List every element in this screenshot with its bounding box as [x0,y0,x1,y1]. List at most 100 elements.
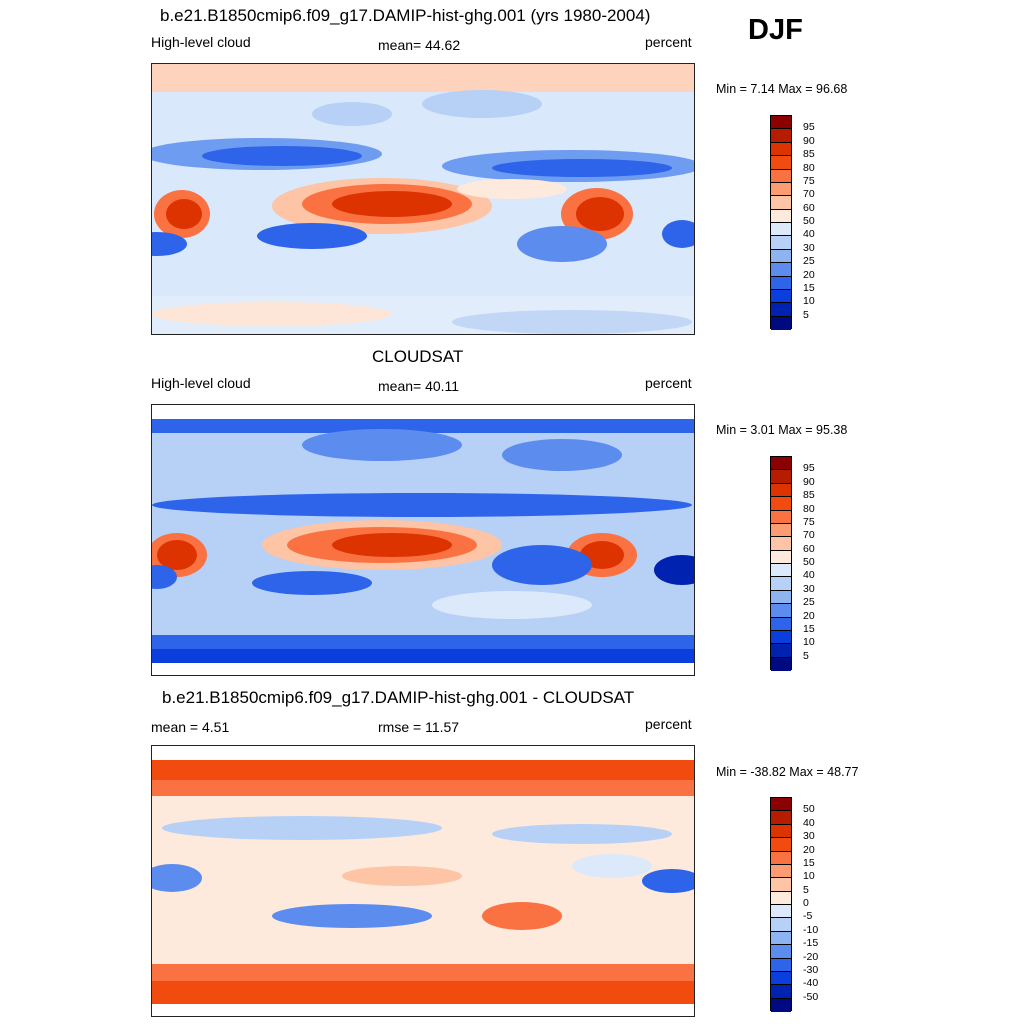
legend-swatch [771,945,791,959]
legend-tick-label: 5 [803,308,809,321]
legend-swatch [771,116,791,130]
legend-tick-label: 5 [803,649,809,662]
legend-swatch [771,249,791,264]
legend-tick-label: 80 [803,161,815,174]
panel3-rmse-label: rmse = 11.57 [378,719,460,735]
legend-swatch [771,998,791,1012]
legend-swatch [771,630,791,645]
panel1-map [151,63,695,335]
legend-tick-label: 70 [803,529,815,542]
legend-swatch [771,838,791,852]
legend-tick-label: -10 [803,923,819,936]
legend-swatch [771,590,791,605]
legend-swatch [771,523,791,538]
legend-swatch [771,497,791,511]
legend-tick-label: 60 [803,542,815,555]
legend-tick-label: 90 [803,475,815,488]
panel1-title: b.e21.B1850cmip6.f09_g17.DAMIP-hist-ghg.… [160,6,651,25]
panel1-units-label: percent [645,34,692,50]
legend-tick-label: 5 [803,883,809,896]
panel3-minmax: Min = -38.82 Max = 48.77 [716,765,859,779]
panel2-title: CLOUDSAT [372,347,464,366]
legend-swatch [771,209,791,223]
legend-swatch [771,182,791,197]
legend-tick-label: 95 [803,462,815,475]
legend-tick-label: 75 [803,174,815,187]
legend-swatch [771,864,791,879]
legend-swatch [771,510,791,524]
legend-swatch [771,316,791,330]
legend-swatch [771,657,791,671]
legend-swatch [771,958,791,972]
legend-swatch [771,470,791,484]
panel1-mean-label: mean= 44.62 [378,37,461,53]
legend-tick-label: 20 [803,268,815,281]
legend-tick-label: 10 [803,870,815,883]
panel3-title: b.e21.B1850cmip6.f09_g17.DAMIP-hist-ghg.… [162,688,635,707]
legend-tick-label: 30 [803,241,815,254]
legend-tick-label: 15 [803,856,815,869]
panel2-mean-label: mean= 40.11 [378,378,460,394]
legend-tick-label: 95 [803,121,815,134]
legend-tick-label: 70 [803,188,815,201]
legend-swatch [771,824,791,839]
legend-tick-label: 25 [803,255,815,268]
legend-tick-label: 30 [803,582,815,595]
legend-swatch [771,564,791,578]
legend-tick-label: 60 [803,201,815,214]
legend-swatch [771,811,791,825]
legend-tick-label: 85 [803,489,815,502]
legend-swatch [771,851,791,865]
panel2-map [151,404,695,676]
legend-swatch [771,142,791,157]
panel1-legend-bar [770,115,792,330]
legend-tick-label: 0 [803,897,809,909]
panel1-minmax: Min = 7.14 Max = 96.68 [716,82,848,96]
legend-swatch [771,276,791,290]
legend-swatch [771,550,791,564]
legend-swatch [771,905,791,919]
panel2-legend-bar [770,456,792,671]
legend-swatch [771,457,791,471]
legend-tick-label: -40 [803,977,819,990]
legend-tick-label: -15 [803,937,819,950]
legend-tick-label: 40 [803,569,815,582]
legend-swatch [771,985,791,999]
legend-swatch [771,798,791,812]
legend-swatch [771,537,791,551]
legend-tick-label: 40 [803,228,815,241]
legend-swatch [771,196,791,210]
legend-tick-label: -50 [803,990,819,1003]
legend-tick-label: -30 [803,963,819,976]
legend-swatch [771,303,791,317]
legend-tick-label: 20 [803,843,815,856]
legend-swatch [771,223,791,237]
legend-tick-label: 10 [803,636,815,649]
legend-tick-label: 10 [803,295,815,308]
panel2-units-label: percent [645,375,692,391]
panel3-map [151,745,695,1017]
legend-tick-label: 15 [803,622,815,635]
legend-tick-label: 25 [803,596,815,609]
legend-tick-label: 50 [803,803,815,816]
legend-swatch [771,971,791,986]
legend-tick-label: -20 [803,950,819,963]
legend-swatch [771,878,791,892]
legend-swatch [771,931,791,946]
panel2-minmax: Min = 3.01 Max = 95.38 [716,423,848,437]
legend-swatch [771,289,791,304]
legend-tick-label: -5 [803,910,813,923]
panel1-variable-label: High-level cloud [151,34,251,50]
legend-tick-label: 80 [803,502,815,515]
panel2-variable-label: High-level cloud [151,375,251,391]
legend-tick-label: 15 [803,281,815,294]
legend-swatch [771,918,791,932]
legend-tick-label: 40 [803,816,815,829]
legend-tick-label: 30 [803,830,815,843]
legend-tick-label: 90 [803,134,815,147]
legend-swatch [771,236,791,250]
legend-swatch [771,577,791,591]
legend-swatch [771,483,791,498]
legend-tick-label: 50 [803,556,815,568]
legend-swatch [771,263,791,277]
